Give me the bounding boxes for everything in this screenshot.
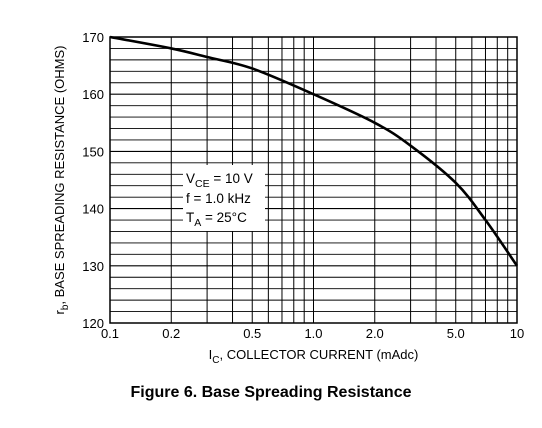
y-tick-label: 160 bbox=[82, 87, 104, 102]
x-tick-label: 2.0 bbox=[366, 326, 384, 341]
grid bbox=[110, 37, 517, 323]
x-tick-label: 0.2 bbox=[162, 326, 180, 341]
x-tick-label: 0.1 bbox=[101, 326, 119, 341]
x-axis-label: IC, COLLECTOR CURRENT (mAdc) bbox=[209, 347, 419, 366]
y-tick-label: 120 bbox=[82, 316, 104, 331]
y-axis-label: rb, BASE SPREADING RESISTANCE (OHMS) bbox=[52, 46, 71, 315]
x-tick-label: 10 bbox=[510, 326, 524, 341]
x-tick-label: 0.5 bbox=[243, 326, 261, 341]
x-tick-label: 5.0 bbox=[447, 326, 465, 341]
annotation-box bbox=[183, 165, 265, 231]
annotation-ta: TA = 25°C bbox=[186, 210, 247, 229]
y-tick-label: 130 bbox=[82, 259, 104, 274]
plot-frame bbox=[109, 36, 518, 324]
figure-caption: Figure 6. Base Spreading Resistance bbox=[130, 384, 412, 401]
conditions-annotation: VCE = 10 V f = 1.0 kHz TA = 25°C bbox=[183, 165, 265, 231]
x-tick-labels: 0.1 0.2 0.5 1.0 2.0 5.0 10 bbox=[101, 326, 524, 341]
annotation-frequency: f = 1.0 kHz bbox=[186, 191, 251, 206]
y-tick-label: 150 bbox=[82, 144, 104, 159]
resistance-curve bbox=[109, 35, 519, 267]
y-tick-labels: 120 130 140 150 160 170 bbox=[82, 30, 104, 331]
annotation-vce: VCE = 10 V bbox=[186, 171, 253, 190]
y-tick-label: 140 bbox=[82, 202, 104, 217]
x-tick-label: 1.0 bbox=[304, 326, 322, 341]
y-tick-label: 170 bbox=[82, 30, 104, 45]
